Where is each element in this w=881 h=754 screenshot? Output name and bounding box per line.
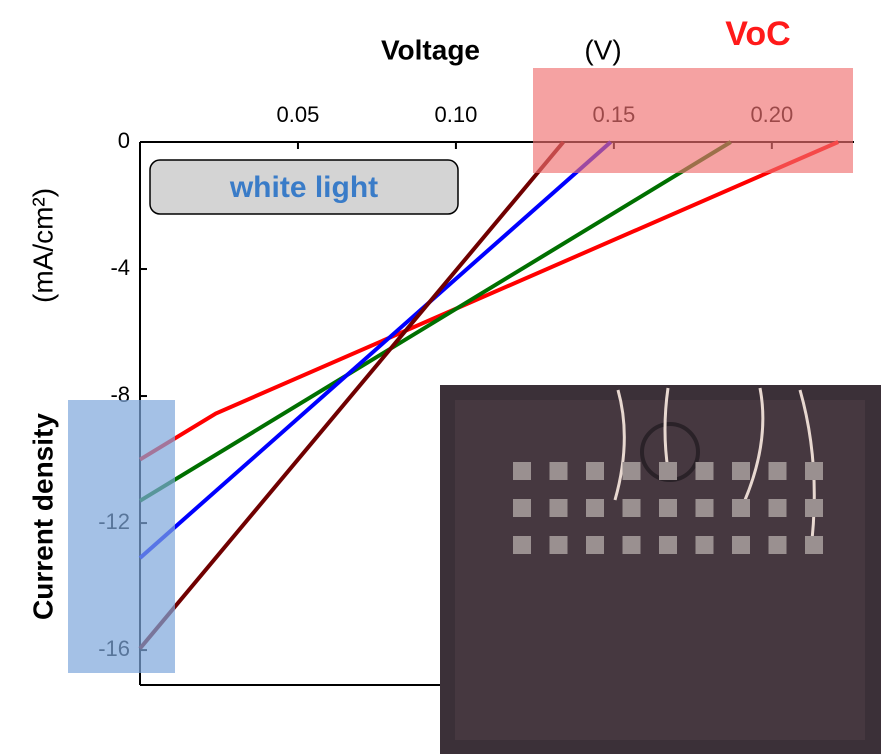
photo-pad <box>513 536 531 554</box>
photo-pad <box>696 499 714 517</box>
photo-pad <box>659 499 677 517</box>
isc-highlight <box>68 400 175 673</box>
photo-pad <box>623 499 641 517</box>
photo-pad <box>696 536 714 554</box>
chart: 0.050.100.150.200-4-8-12-16 VoC Voltage … <box>0 0 881 754</box>
photo-pad <box>586 462 604 480</box>
voc-highlight <box>533 68 853 173</box>
photo-pad <box>805 499 823 517</box>
y-axis-unit: (mA/cm²) <box>27 188 58 303</box>
x-tick-label: 0.05 <box>277 102 320 127</box>
photo-pad <box>769 536 787 554</box>
x-tick-label: 0.10 <box>435 102 478 127</box>
y-axis-title: Current density <box>27 413 58 620</box>
photo-sample <box>455 400 865 740</box>
photo-pad <box>550 536 568 554</box>
photo-pad <box>586 536 604 554</box>
photo-pad <box>732 499 750 517</box>
overlay <box>440 385 881 754</box>
photo-pad <box>586 499 604 517</box>
x-axis-title: Voltage <box>381 34 480 65</box>
photo-pad <box>513 499 531 517</box>
photo-pad <box>659 462 677 480</box>
photo-pad <box>805 462 823 480</box>
photo-pad <box>513 462 531 480</box>
photo-pad <box>623 462 641 480</box>
photo-pad <box>659 536 677 554</box>
light-label: white light <box>229 171 378 204</box>
photo-pad <box>769 499 787 517</box>
photo-pad <box>732 462 750 480</box>
photo-pad <box>805 536 823 554</box>
y-tick-label: 0 <box>118 128 130 153</box>
photo-pad <box>550 499 568 517</box>
photo-pad <box>769 462 787 480</box>
voc-label: VoC <box>725 15 790 53</box>
x-axis-unit: (V) <box>584 34 621 65</box>
y-tick-label: -4 <box>110 255 130 280</box>
photo-pad <box>623 536 641 554</box>
photo-pad <box>550 462 568 480</box>
photo-pad <box>696 462 714 480</box>
photo-pad <box>732 536 750 554</box>
